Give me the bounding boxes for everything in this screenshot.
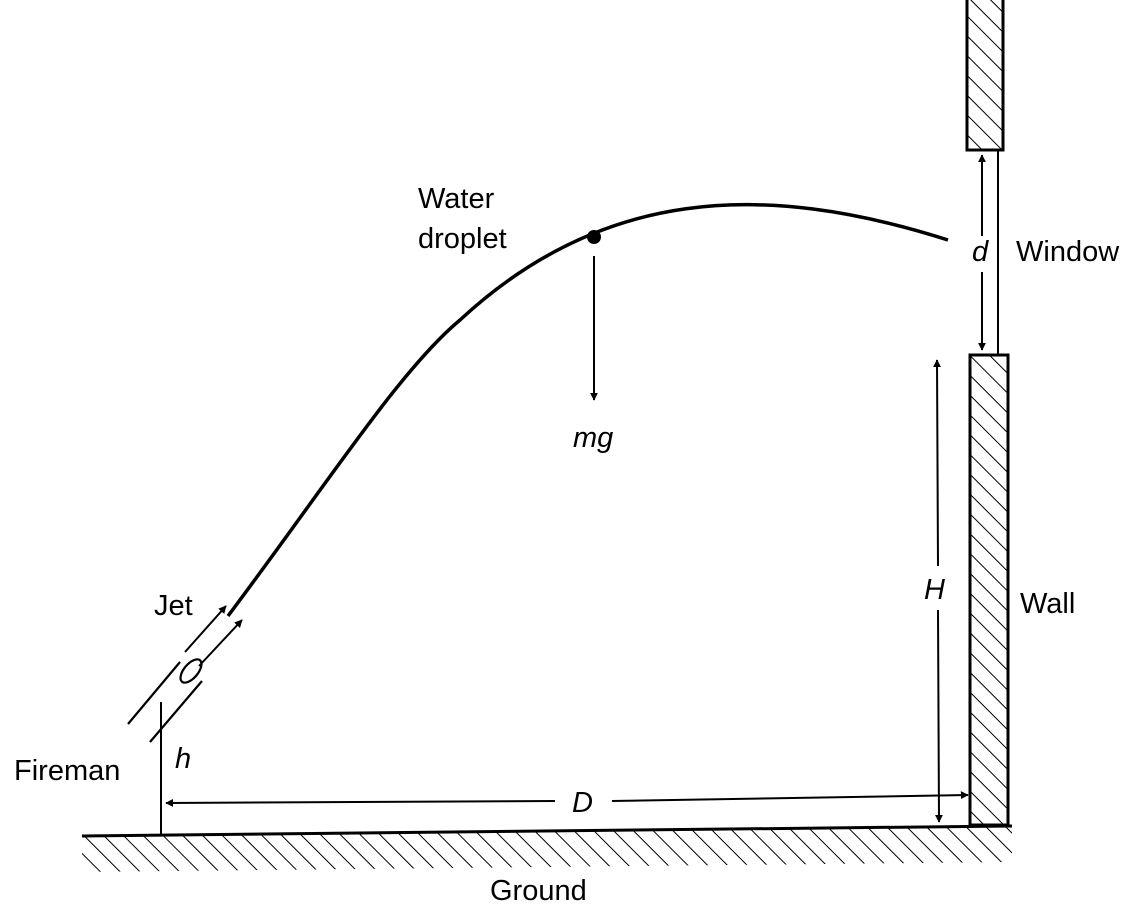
H-arrow-up [933, 359, 942, 567]
H-label: H [924, 574, 945, 606]
jet-arrow-1 [184, 605, 227, 653]
ground-hatching [82, 826, 1012, 872]
ground-label: Ground [490, 875, 587, 907]
wall-upper-segment [965, 0, 1005, 152]
nozzle [127, 658, 203, 743]
water-droplet-label-line2: droplet [418, 223, 507, 255]
window-label: Window [1016, 236, 1120, 268]
water-droplet-label-line1: Water [418, 183, 495, 215]
ground [81, 824, 1013, 872]
D-arrow-left [165, 798, 556, 807]
H-arrow-down [934, 609, 943, 823]
d-label: d [972, 236, 989, 268]
wall-lower-segment [968, 353, 1010, 827]
wall-label: Wall [1020, 588, 1075, 620]
h-label: h [175, 743, 191, 775]
D-arrow-right [611, 791, 969, 802]
jet-label: Jet [154, 590, 193, 622]
fireman-label: Fireman [14, 755, 120, 787]
water-droplet-dot [587, 230, 601, 244]
D-label: D [572, 787, 593, 819]
jet-arrow-2 [198, 619, 243, 667]
mg-label: mg [573, 422, 613, 454]
water-trajectory [226, 202, 949, 618]
